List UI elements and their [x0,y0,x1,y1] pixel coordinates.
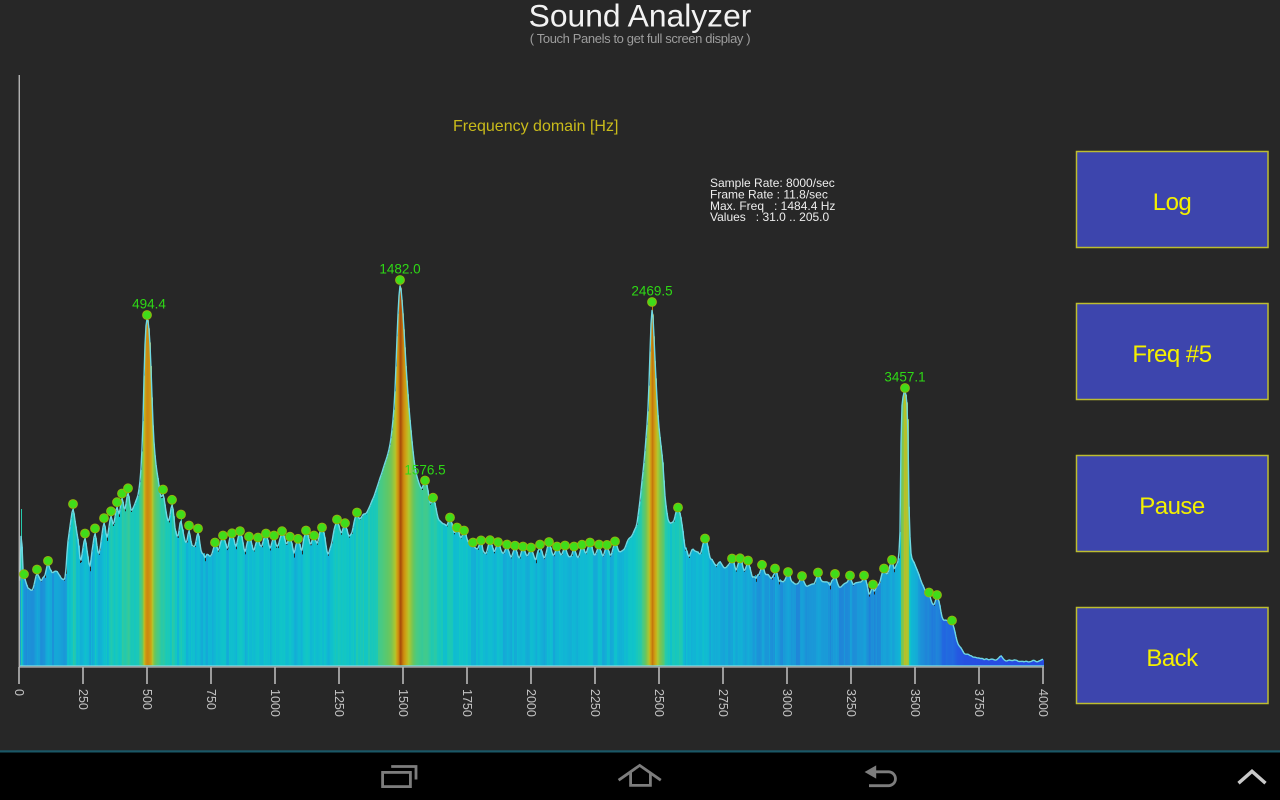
svg-text:750: 750 [204,689,218,710]
svg-text:250: 250 [76,689,90,710]
svg-text:Sound Analyzer: Sound Analyzer [529,0,752,33]
svg-text:3500: 3500 [908,689,922,717]
svg-text:500: 500 [140,689,154,710]
svg-text:Frame Rate : 11.8/sec: Frame Rate : 11.8/sec [710,187,828,201]
svg-text:494.4: 494.4 [132,297,166,312]
svg-text:Frequency domain [Hz]: Frequency domain [Hz] [453,118,618,135]
svg-text:Freq #5: Freq #5 [1132,341,1211,368]
svg-text:0: 0 [12,689,26,696]
svg-text:3750: 3750 [972,689,986,717]
svg-text:Sample Rate: 8000/sec: Sample Rate: 8000/sec [710,176,835,190]
svg-text:3000: 3000 [780,689,794,717]
svg-text:( Touch Panels to get full scr: ( Touch Panels to get full screen displa… [530,31,750,46]
svg-text:4000: 4000 [1036,689,1050,717]
svg-text:2000: 2000 [524,689,538,717]
svg-text:1482.0: 1482.0 [379,262,420,277]
svg-text:Values : 31.0 .. 205.0: Values : 31.0 .. 205.0 [710,210,830,224]
svg-text:Back: Back [1146,645,1199,672]
svg-text:2500: 2500 [652,689,666,717]
svg-text:3250: 3250 [844,689,858,717]
svg-text:1576.5: 1576.5 [404,463,445,478]
svg-text:1750: 1750 [460,689,474,717]
svg-text:Max. Freq : 1484.4 Hz: Max. Freq : 1484.4 Hz [710,199,835,213]
svg-text:2250: 2250 [588,689,602,717]
svg-text:1250: 1250 [332,689,346,717]
svg-text:3457.1: 3457.1 [884,370,925,385]
svg-text:1000: 1000 [268,689,282,717]
svg-text:1500: 1500 [396,689,410,717]
svg-text:2469.5: 2469.5 [631,284,672,299]
svg-text:2750: 2750 [716,689,730,717]
svg-text:Log: Log [1153,189,1192,216]
svg-text:Pause: Pause [1139,493,1205,520]
